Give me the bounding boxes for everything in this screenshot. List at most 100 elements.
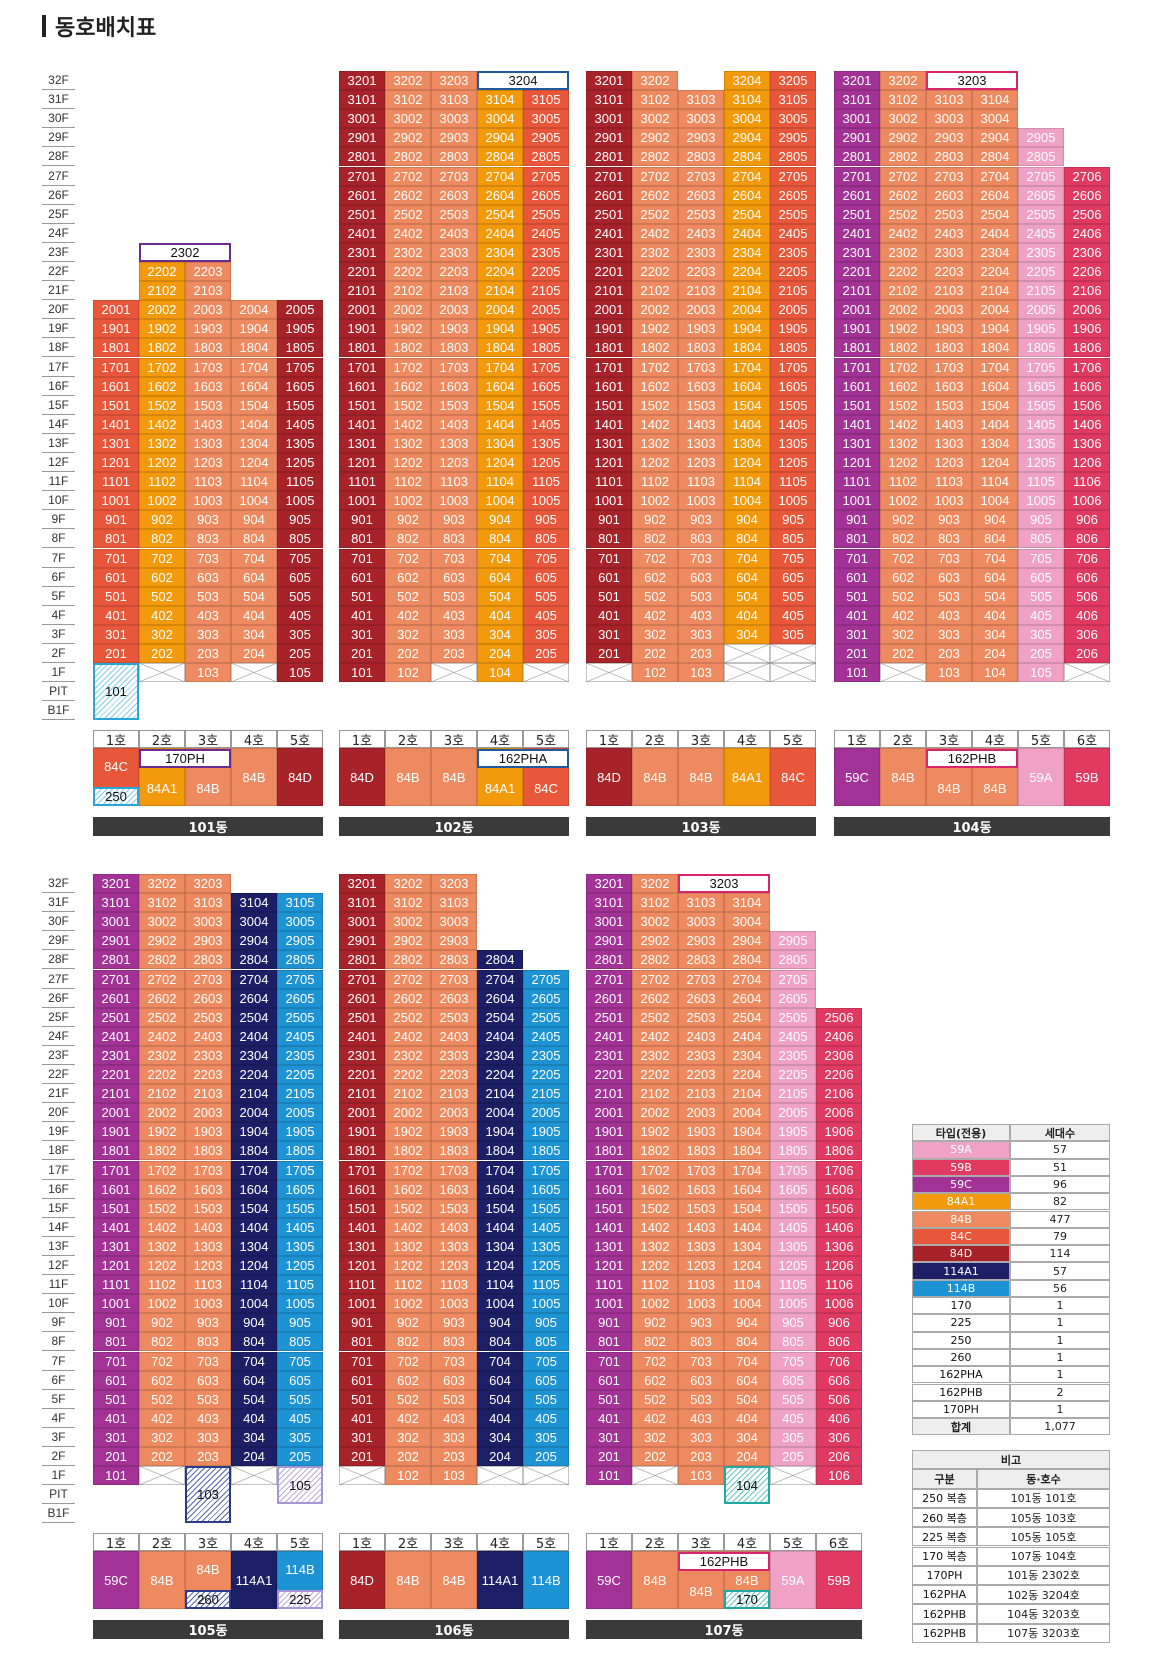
unit-cell[interactable]: 1201 [586, 1256, 632, 1276]
unit-cell[interactable]: 2301 [586, 242, 632, 262]
unit-cell[interactable]: 2905 [770, 931, 816, 951]
unit-cell[interactable]: 1803 [431, 1141, 477, 1161]
unit-cell[interactable]: 901 [93, 510, 139, 530]
unit-cell[interactable]: 2205 [523, 262, 569, 282]
unit-cell[interactable]: 1302 [139, 433, 185, 453]
unit-cell[interactable]: 1404 [724, 1217, 770, 1237]
unit-cell[interactable]: 2502 [139, 1007, 185, 1027]
unit-cell[interactable]: 2903 [185, 931, 231, 951]
unit-cell[interactable]: 1004 [231, 1294, 277, 1314]
unit-cell[interactable]: 1301 [339, 433, 385, 453]
unit-cell[interactable]: 1705 [770, 357, 816, 377]
unit-cell[interactable]: 2205 [770, 1065, 816, 1085]
unit-cell[interactable]: 1502 [385, 1198, 431, 1218]
unit-cell[interactable]: 904 [477, 1313, 523, 1333]
unit-cell[interactable]: 704 [724, 548, 770, 568]
unit-cell[interactable]: 2404 [477, 1026, 523, 1046]
unit-cell[interactable]: 1003 [431, 491, 477, 511]
unit-cell[interactable]: 2105 [1018, 281, 1064, 301]
unit-cell[interactable]: 1404 [231, 414, 277, 434]
unit-cell[interactable]: 1905 [770, 319, 816, 339]
unit-cell[interactable]: 2001 [339, 1103, 385, 1123]
unit-cell[interactable]: 1604 [477, 1179, 523, 1199]
unit-cell[interactable]: 2201 [586, 262, 632, 282]
unit-cell[interactable]: 1501 [586, 395, 632, 415]
unit-cell[interactable]: 3201 [339, 71, 385, 91]
unit-cell[interactable]: 901 [339, 510, 385, 530]
unit-cell[interactable]: 2601 [834, 185, 880, 205]
unit-cell[interactable]: 2101 [834, 281, 880, 301]
unit-cell[interactable]: 2003 [431, 300, 477, 320]
unit-cell[interactable]: 2605 [277, 988, 323, 1008]
penthouse-unit[interactable]: 3203 [926, 71, 1018, 91]
unit-cell[interactable]: 805 [523, 1332, 569, 1352]
unit-cell[interactable]: 101 [586, 1466, 632, 1486]
unit-cell[interactable]: 2801 [586, 147, 632, 167]
unit-cell[interactable]: 2001 [834, 300, 880, 320]
unit-cell[interactable]: 1602 [139, 376, 185, 396]
unit-cell[interactable]: 3004 [477, 109, 523, 129]
unit-cell[interactable]: 1101 [339, 1275, 385, 1295]
unit-cell[interactable]: 3103 [678, 90, 724, 110]
unit-cell[interactable]: 2601 [339, 185, 385, 205]
unit-cell[interactable]: 1101 [93, 472, 139, 492]
unit-cell[interactable]: 1001 [586, 1294, 632, 1314]
unit-cell[interactable]: 1201 [339, 453, 385, 473]
unit-cell[interactable]: 1403 [431, 414, 477, 434]
unit-cell[interactable]: 701 [339, 548, 385, 568]
unit-cell[interactable]: 1505 [1018, 395, 1064, 415]
unit-cell[interactable]: 1604 [231, 376, 277, 396]
unit-cell[interactable]: 2503 [431, 204, 477, 224]
unit-cell[interactable]: 2503 [678, 204, 724, 224]
unit-cell[interactable]: 3102 [632, 893, 678, 913]
unit-cell[interactable]: 1002 [139, 491, 185, 511]
unit-cell[interactable]: 1303 [431, 433, 477, 453]
unit-cell[interactable]: 1305 [277, 1236, 323, 1256]
unit-cell[interactable]: 2204 [972, 262, 1018, 282]
unit-cell[interactable]: 3003 [185, 912, 231, 932]
unit-cell[interactable]: 3002 [632, 109, 678, 129]
unit-cell[interactable]: 602 [385, 1370, 431, 1390]
unit-cell[interactable]: 1702 [880, 357, 926, 377]
unit-cell[interactable]: 2805 [277, 950, 323, 970]
unit-cell[interactable]: 2801 [586, 950, 632, 970]
unit-cell[interactable]: 1405 [770, 414, 816, 434]
unit-cell[interactable]: 2604 [477, 185, 523, 205]
unit-cell[interactable]: 302 [880, 624, 926, 644]
unit-cell[interactable]: 1103 [185, 1275, 231, 1295]
unit-cell[interactable]: 505 [277, 1389, 323, 1409]
unit-cell[interactable]: 2303 [678, 1045, 724, 1065]
unit-cell[interactable]: 2904 [477, 128, 523, 148]
unit-cell[interactable]: 1003 [678, 1294, 724, 1314]
unit-cell[interactable]: 1405 [523, 1217, 569, 1237]
unit-cell[interactable]: 1101 [834, 472, 880, 492]
unit-cell[interactable]: 1005 [1018, 491, 1064, 511]
unit-cell[interactable]: 1503 [431, 1198, 477, 1218]
unit-cell[interactable]: 2305 [1018, 242, 1064, 262]
unit-cell[interactable]: 2004 [724, 1103, 770, 1123]
unit-cell[interactable]: 904 [231, 1313, 277, 1333]
unit-cell[interactable]: 205 [277, 644, 323, 664]
unit-cell[interactable]: 905 [770, 510, 816, 530]
unit-cell[interactable]: 1801 [834, 338, 880, 358]
unit-cell[interactable]: 1503 [678, 1198, 724, 1218]
unit-cell[interactable]: 704 [477, 1351, 523, 1371]
penthouse-unit[interactable]: 3203 [678, 874, 770, 894]
unit-cell[interactable]: 302 [632, 1427, 678, 1447]
unit-cell[interactable]: 403 [185, 605, 231, 625]
unit-cell[interactable]: 605 [1018, 567, 1064, 587]
unit-cell[interactable]: 2104 [231, 1084, 277, 1104]
unit-cell[interactable]: 1201 [339, 1256, 385, 1276]
unit-cell[interactable]: 603 [678, 1370, 724, 1390]
unit-cell[interactable]: 1604 [724, 1179, 770, 1199]
unit-cell[interactable]: 1004 [724, 1294, 770, 1314]
unit-cell[interactable]: 1306 [1064, 433, 1110, 453]
unit-cell[interactable]: 1503 [431, 395, 477, 415]
unit-cell[interactable]: 1105 [277, 1275, 323, 1295]
unit-cell[interactable]: 1803 [185, 338, 231, 358]
unit-cell[interactable]: 2903 [431, 128, 477, 148]
unit-cell[interactable]: 1305 [1018, 433, 1064, 453]
unit-cell[interactable]: 2203 [926, 262, 972, 282]
unit-cell[interactable]: 2705 [1018, 166, 1064, 186]
unit-cell[interactable]: 1805 [277, 1141, 323, 1161]
